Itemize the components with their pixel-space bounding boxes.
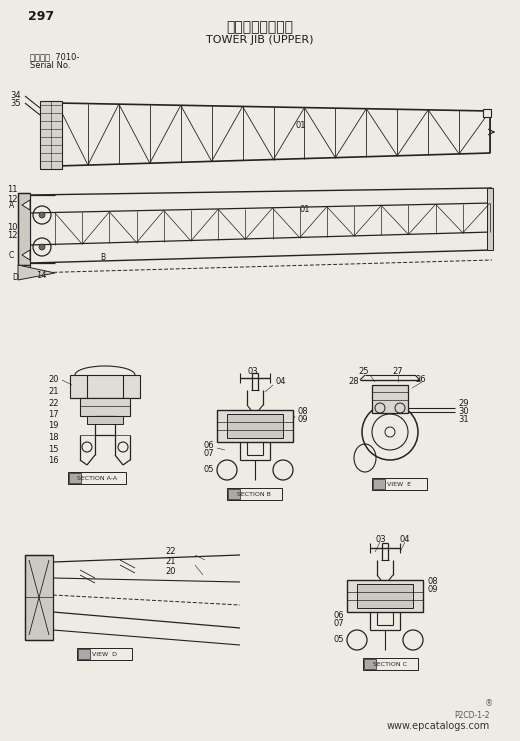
Polygon shape <box>22 250 30 260</box>
Text: TOWER JIB (UPPER): TOWER JIB (UPPER) <box>206 35 314 45</box>
Text: P2CD-1-2: P2CD-1-2 <box>454 711 490 720</box>
Text: www.epcatalogs.com: www.epcatalogs.com <box>387 721 490 731</box>
Bar <box>372 385 408 413</box>
Text: SECTION B: SECTION B <box>237 491 271 496</box>
Polygon shape <box>18 193 30 265</box>
Text: 03: 03 <box>247 367 257 376</box>
Text: 05: 05 <box>333 636 344 645</box>
Bar <box>69 473 81 483</box>
Text: 04: 04 <box>400 534 410 543</box>
Text: 27: 27 <box>392 368 402 376</box>
Text: 17: 17 <box>48 410 59 419</box>
Bar <box>25 555 53 640</box>
Text: SECTION A-A: SECTION A-A <box>77 476 117 480</box>
Text: VIEW  E: VIEW E <box>387 482 411 487</box>
Bar <box>77 648 132 660</box>
Bar <box>357 584 413 608</box>
Circle shape <box>39 244 45 250</box>
Text: 10: 10 <box>7 222 18 231</box>
Text: 30: 30 <box>458 408 469 416</box>
Text: SECTION C: SECTION C <box>373 662 407 666</box>
Text: 11: 11 <box>7 185 18 194</box>
Text: 06: 06 <box>203 442 214 451</box>
Text: Serial No.: Serial No. <box>30 62 71 70</box>
Text: 08: 08 <box>427 577 438 586</box>
Bar <box>40 101 62 169</box>
Text: 25: 25 <box>358 368 369 376</box>
Text: 08: 08 <box>297 408 308 416</box>
Text: 12: 12 <box>7 231 18 241</box>
Text: 21: 21 <box>165 557 176 567</box>
Text: 12: 12 <box>7 194 18 204</box>
Text: A: A <box>9 201 14 210</box>
Bar <box>487 188 493 250</box>
Text: タワージブ（上）: タワージブ（上） <box>227 20 293 34</box>
Text: 29: 29 <box>458 399 469 408</box>
Bar <box>80 398 130 416</box>
Text: 34: 34 <box>10 90 21 99</box>
Text: 09: 09 <box>427 585 437 594</box>
Text: 16: 16 <box>48 456 59 465</box>
Text: 28: 28 <box>348 377 359 387</box>
Text: 03: 03 <box>375 534 386 543</box>
Text: 31: 31 <box>458 416 469 425</box>
Text: 05: 05 <box>203 465 214 474</box>
Text: VIEW  D: VIEW D <box>92 651 116 657</box>
Bar <box>68 472 126 484</box>
Text: 07: 07 <box>333 619 344 628</box>
Bar <box>217 410 293 442</box>
Text: D: D <box>12 273 18 282</box>
Polygon shape <box>22 200 30 210</box>
Bar <box>227 414 283 438</box>
Circle shape <box>39 212 45 218</box>
Text: 09: 09 <box>297 416 307 425</box>
Text: 04: 04 <box>275 377 285 387</box>
Bar <box>483 109 491 117</box>
Bar <box>372 478 427 490</box>
Text: 20: 20 <box>48 376 58 385</box>
Bar <box>363 658 418 670</box>
Text: 35: 35 <box>10 99 21 107</box>
Text: 20: 20 <box>165 568 176 576</box>
Text: 19: 19 <box>48 422 58 431</box>
Text: 21: 21 <box>48 387 58 396</box>
Bar <box>87 416 123 424</box>
Text: 297: 297 <box>28 10 54 24</box>
Text: 07: 07 <box>203 450 214 459</box>
Text: 15: 15 <box>48 445 58 453</box>
Bar <box>364 659 376 669</box>
Bar <box>70 375 140 398</box>
Bar <box>228 489 240 499</box>
Text: B: B <box>100 253 105 262</box>
Text: 22: 22 <box>48 399 58 408</box>
Text: 26: 26 <box>415 376 426 385</box>
Text: 01: 01 <box>295 122 306 130</box>
Text: 14: 14 <box>36 270 46 279</box>
Text: 06: 06 <box>333 611 344 620</box>
Bar <box>373 479 385 489</box>
Text: 01: 01 <box>300 205 310 214</box>
Polygon shape <box>18 265 55 280</box>
Text: C: C <box>9 250 14 259</box>
Bar <box>78 649 90 659</box>
Text: 22: 22 <box>165 548 176 556</box>
Text: 適用号機  7010-: 適用号機 7010- <box>30 53 80 62</box>
Text: ®: ® <box>485 700 493 708</box>
Bar <box>227 488 282 500</box>
Bar <box>347 580 423 612</box>
Text: 18: 18 <box>48 433 59 442</box>
